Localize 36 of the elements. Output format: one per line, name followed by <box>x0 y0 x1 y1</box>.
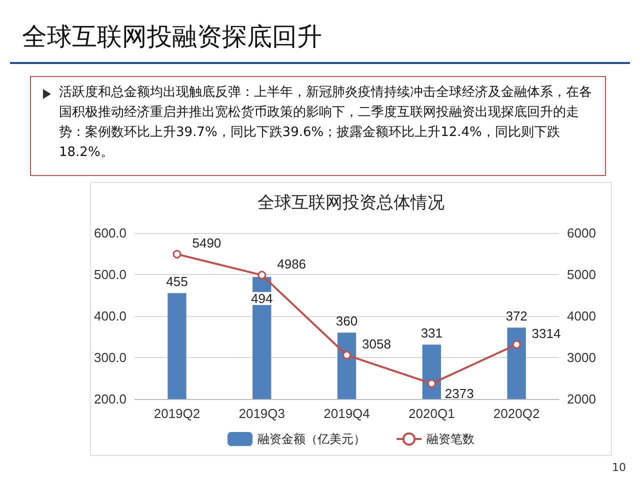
x-tick-label: 2020Q1 <box>408 406 455 421</box>
data-label: 5490 <box>192 236 222 251</box>
point <box>258 270 266 280</box>
point <box>172 250 182 258</box>
data-label: 372 <box>506 308 528 324</box>
point <box>427 379 436 388</box>
x-tick-label: 2019Q3 <box>238 406 286 421</box>
data-label: 2373 <box>444 386 474 402</box>
data-label: 360 <box>336 314 358 329</box>
x-tick-label: 2019Q4 <box>324 406 370 421</box>
point <box>512 340 521 349</box>
y-tick-label: 400.0 <box>94 308 127 324</box>
y-tick-label: 200.0 <box>94 392 127 406</box>
text: 10 <box>612 461 626 474</box>
y2-tick-label: 4000 <box>567 308 596 324</box>
y2-tick-label: 6000 <box>567 226 596 240</box>
legend-label: 融资金额（亿美元） <box>258 432 366 446</box>
point <box>342 350 352 360</box>
y-tick-label: 500.0 <box>94 267 127 282</box>
data-label: 4986 <box>277 256 306 272</box>
x-tick-label: 2019Q2 <box>154 406 200 421</box>
y-tick-label: 300.0 <box>94 350 127 365</box>
y2-tick-label: 2000 <box>567 392 596 406</box>
y2-tick-label: 3000 <box>567 350 596 365</box>
text: 全球互联网投融资探底回升 <box>22 21 322 53</box>
data-label: 331 <box>420 326 443 341</box>
x-tick-label: 2020Q2 <box>493 406 540 421</box>
chart-title: 全球互联网投资总体情况 <box>258 193 444 212</box>
data-label: 494 <box>251 290 273 306</box>
data-label: 455 <box>166 274 188 290</box>
text: 活跃度和总金额均出现触底反弹：上半年，新冠肺炎疫情持续冲击全球经济及金融体系，在各国积极推动经济重启并推出宽松货币政策的影响下，二季度互联网投融资出现探底回升的走势：案例数环比上升39.7%，同比下跌39.6%；披露金额环比上升12.4%，同比则下跌18.2%。 <box>59 85 592 160</box>
legend-label: 融资笔数 <box>426 432 474 446</box>
y-tick-label: 600.0 <box>94 226 127 240</box>
y2-tick-label: 5000 <box>567 267 596 282</box>
data-label: 3314 <box>532 326 561 341</box>
data-label: 3058 <box>362 336 391 352</box>
